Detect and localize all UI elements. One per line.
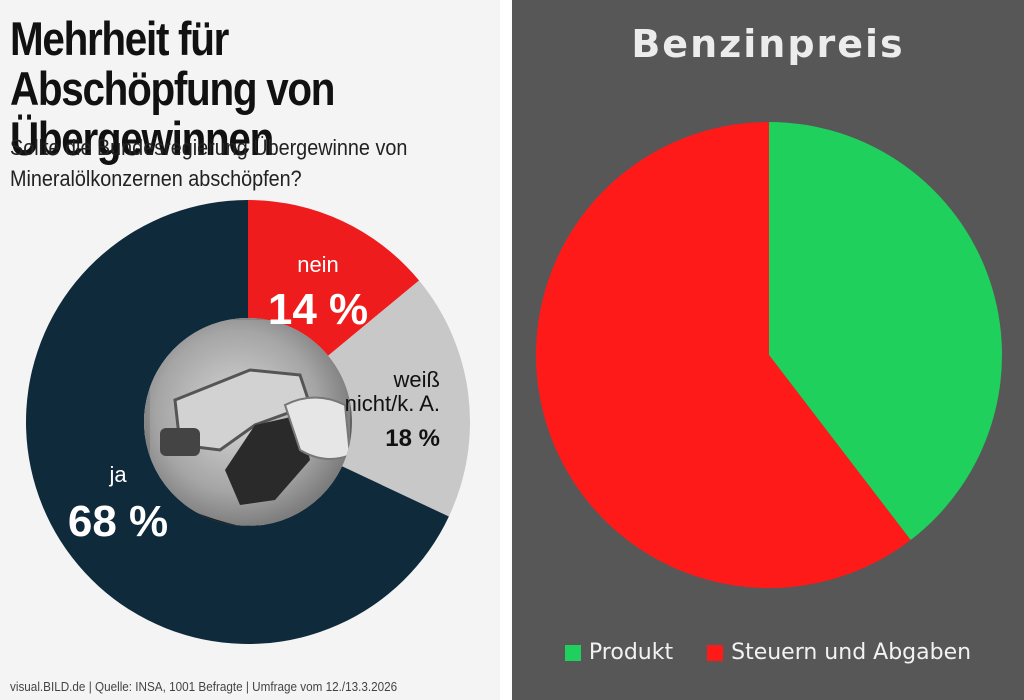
label-weiss-nicht-1: weiß (393, 367, 440, 392)
infographic-title: Mehrheit für Abschöpfung von Übergewinne… (10, 12, 335, 165)
value-nein: 14 % (268, 285, 368, 334)
panel-divider (500, 0, 512, 700)
pie-chart-title: Benzinpreis (631, 22, 905, 66)
value-weiss-nicht: 18 % (385, 425, 440, 452)
source-footer: visual.BILD.de | Quelle: INSA, 1001 Befr… (10, 679, 398, 694)
label-weiss-nicht-2: nicht/k. A. (345, 391, 440, 416)
pie-chart (536, 122, 1002, 588)
legend-swatch-steuern (707, 644, 724, 661)
pie-legend: Produkt Steuern und Abgaben (512, 640, 1024, 665)
donut-slice-wei-nicht-k-a (328, 280, 470, 517)
legend-swatch-produkt (564, 644, 581, 661)
pie-slices (536, 122, 1002, 588)
value-ja: 68 % (68, 497, 168, 546)
donut-slice-ja (26, 200, 449, 644)
label-ja: ja (108, 462, 127, 487)
donut-slices (26, 200, 470, 644)
label-nein: nein (297, 252, 339, 277)
donut-labels: nein 14 % weiß nicht/k. A. 18 % ja 68 % (68, 252, 440, 546)
legend-label-produkt: Produkt (588, 640, 674, 665)
fuel-nozzle-icon (150, 320, 352, 526)
donut-chart: nein 14 % weiß nicht/k. A. 18 % ja 68 % (26, 200, 470, 644)
legend-label-steuern: Steuern und Abgaben (731, 640, 972, 665)
pie-slice-steuern-und-abgaben (536, 122, 911, 588)
right-chart-panel: Benzinpreis Produkt Steuern und Abgaben (512, 0, 1024, 700)
infographic-subtitle: Sollte die Bundesregierung Übergewinne v… (10, 135, 408, 191)
donut-slice-nein (248, 200, 420, 356)
left-infographic-panel: Mehrheit für Abschöpfung von Übergewinne… (0, 0, 500, 700)
legend-item-steuern: Steuern und Abgaben (707, 640, 971, 665)
pie-slice-produkt (769, 122, 1002, 540)
legend-item-produkt: Produkt (564, 640, 674, 665)
